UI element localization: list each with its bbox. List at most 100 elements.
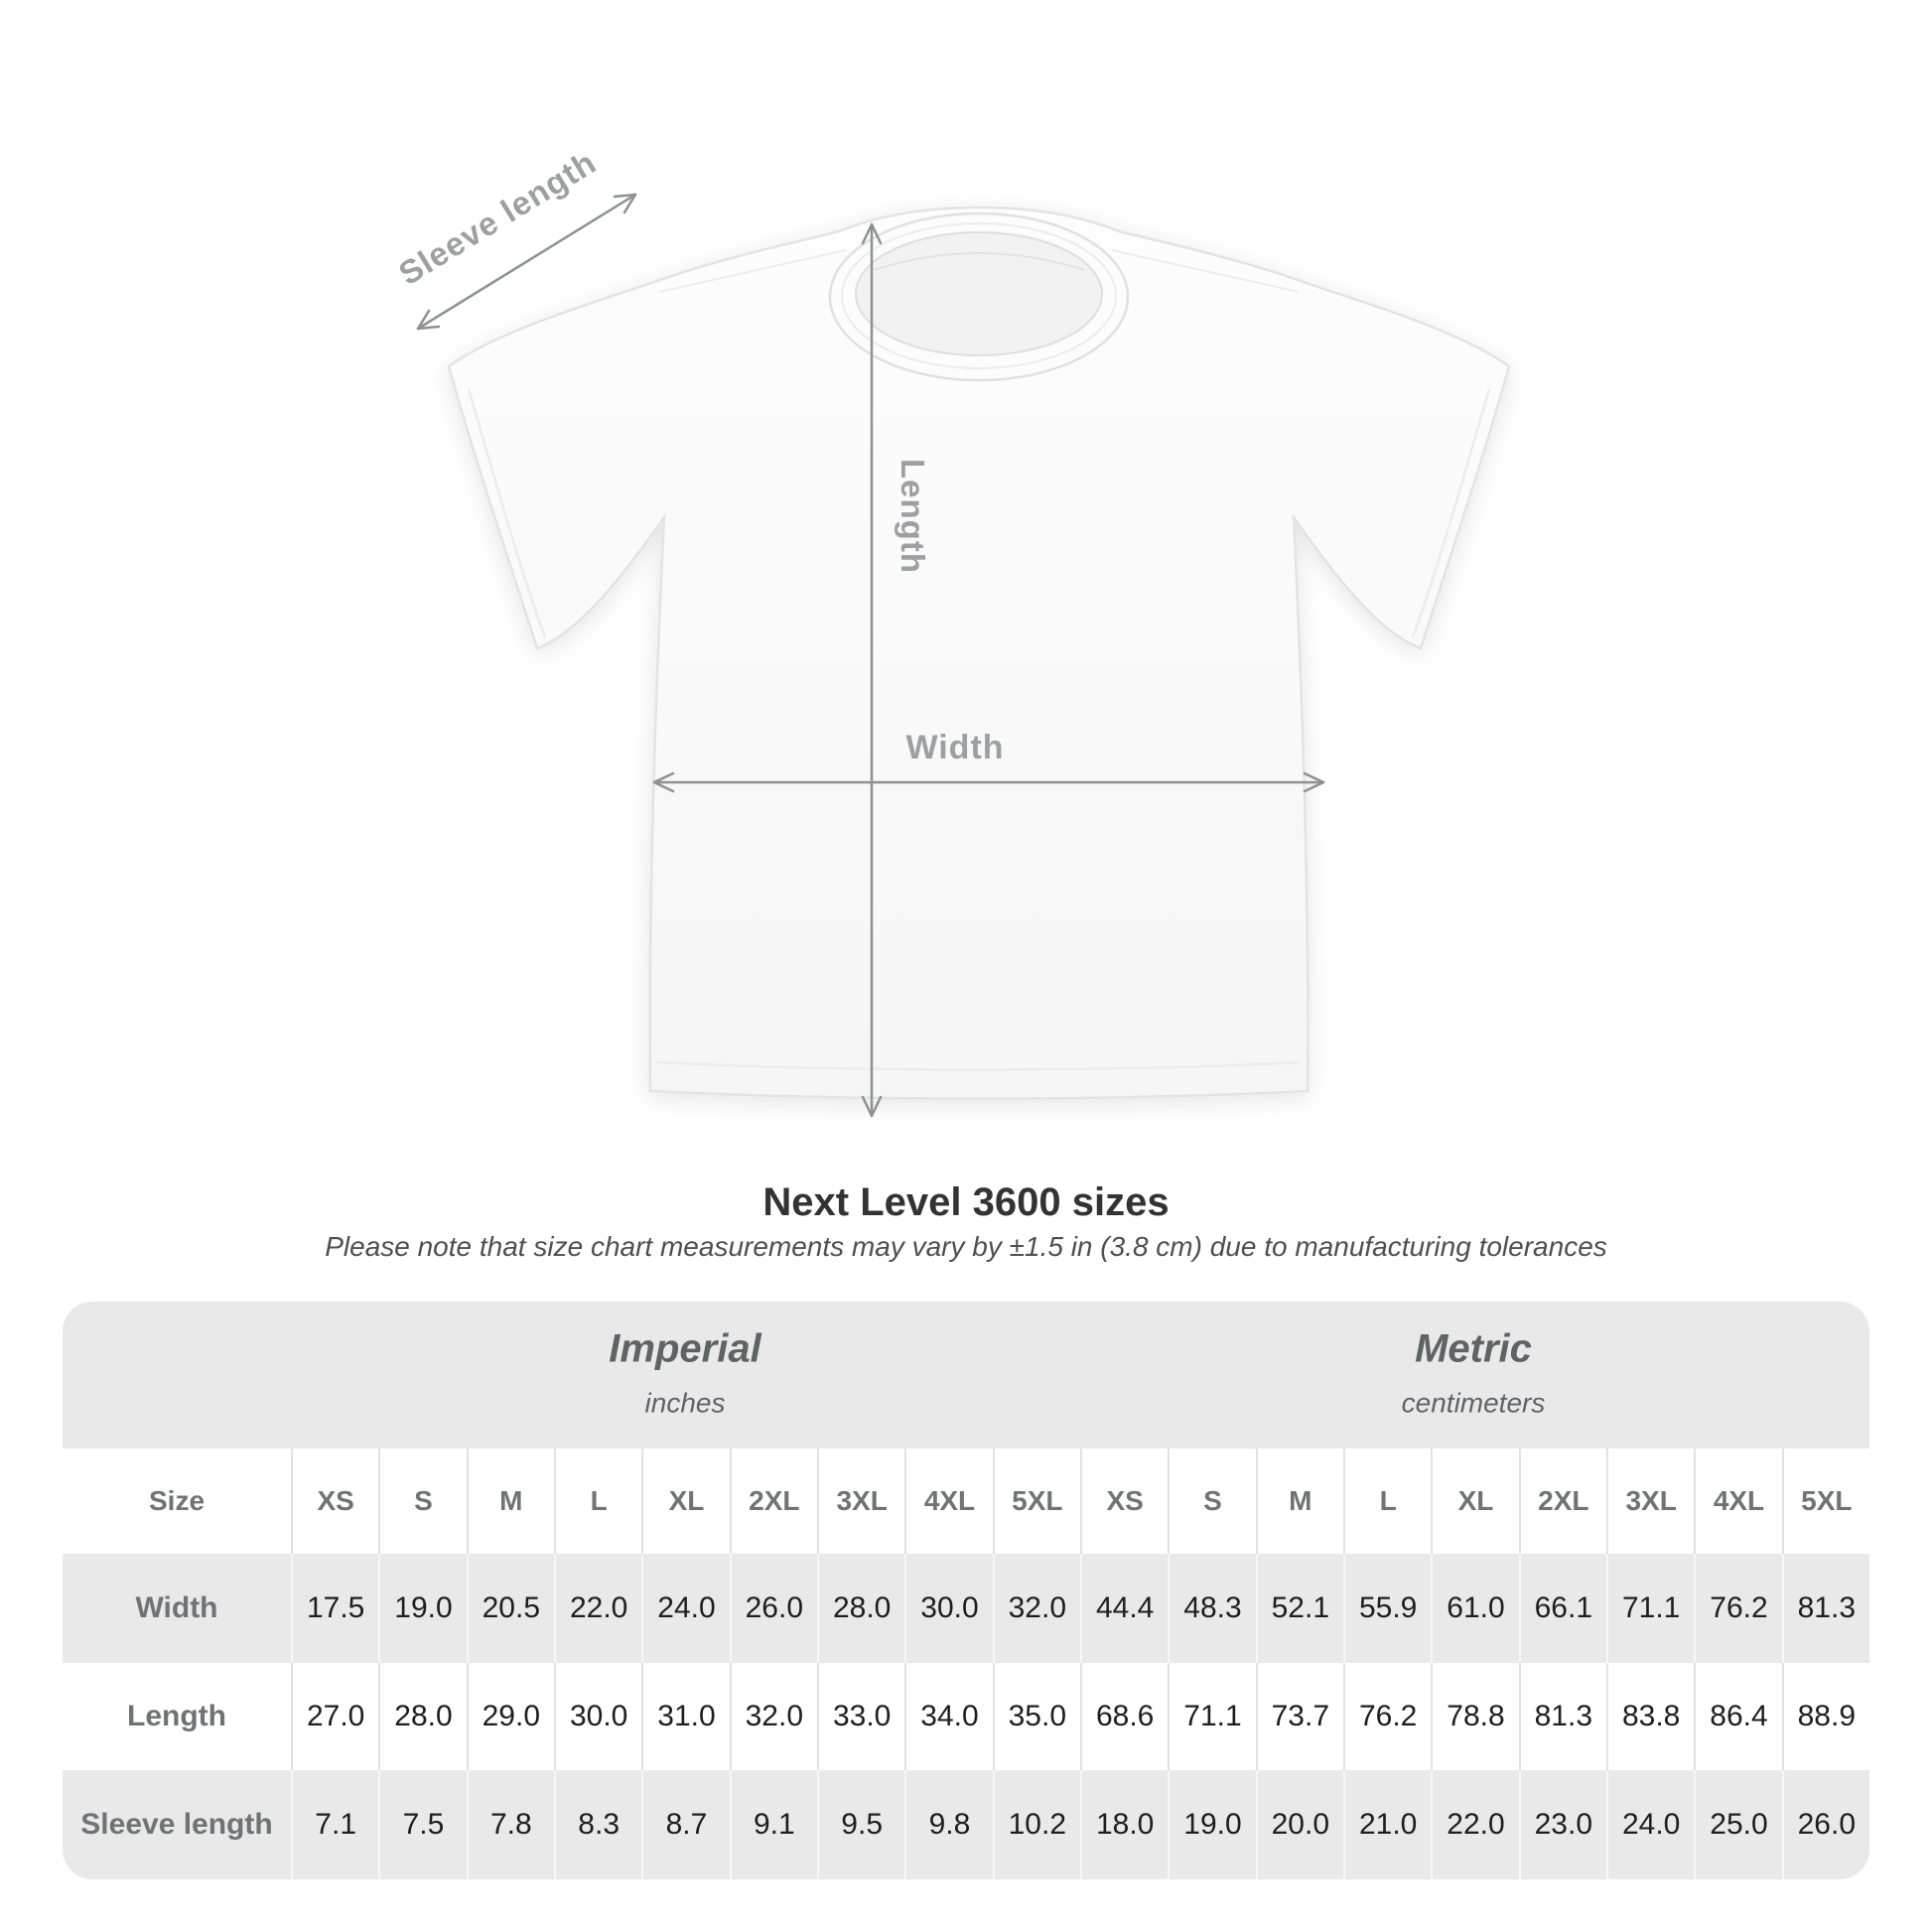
shoulder-seam-right	[1111, 249, 1300, 293]
length-row-label: Length	[63, 1663, 291, 1770]
sleeve-arrowhead-top	[613, 193, 637, 214]
table-cell: 17.5	[291, 1554, 379, 1663]
table-cell: 86.4	[1694, 1663, 1782, 1770]
collar-opening	[855, 231, 1103, 356]
tshirt-illustration	[447, 206, 1511, 1100]
table-cell: 61.0	[1431, 1554, 1519, 1663]
table-cell: 71.1	[1168, 1663, 1256, 1770]
size-header: XS	[1080, 1449, 1169, 1554]
table-cell: 7.8	[466, 1770, 554, 1879]
table-cell: 30.0	[904, 1554, 993, 1663]
table-cell: 20.5	[466, 1554, 554, 1663]
table-cell: 28.0	[817, 1554, 905, 1663]
table-cell: 26.0	[1781, 1770, 1869, 1879]
imperial-label: Imperial	[609, 1326, 761, 1371]
sleeve-length-label: Sleeve length	[392, 143, 603, 292]
width-row-label: Width	[63, 1554, 291, 1663]
size-row-header: Size	[63, 1449, 291, 1554]
table-cell: 73.7	[1255, 1663, 1343, 1770]
sleeve-hem-seam-right	[1411, 388, 1491, 638]
table-cell: 66.1	[1518, 1554, 1606, 1663]
imperial-unit-label: inches	[644, 1387, 726, 1419]
table-cell: 7.1	[291, 1770, 379, 1879]
size-header: 4XL	[904, 1449, 993, 1554]
size-header: L	[554, 1449, 642, 1554]
tshirt-measurement-diagram: Sleeve length Length Width	[392, 143, 1511, 1118]
width-arrowhead-right	[1303, 771, 1325, 793]
table-cell: 20.0	[1255, 1770, 1343, 1879]
sleeve-hem-seam-left	[467, 388, 547, 638]
table-cell: 22.0	[1431, 1770, 1519, 1879]
page-title: Next Level 3600 sizes	[762, 1180, 1170, 1224]
size-header: M	[1255, 1449, 1343, 1554]
table-cell: 22.0	[554, 1554, 642, 1663]
table-cell: 81.3	[1518, 1663, 1606, 1770]
table-cell: 26.0	[729, 1554, 817, 1663]
table-cell: 31.0	[641, 1663, 730, 1770]
size-header: 4XL	[1694, 1449, 1782, 1554]
size-table: Imperial inches Metric centimeters Size …	[63, 1302, 1869, 1879]
table-cell: 71.1	[1606, 1554, 1695, 1663]
sleeve-arrow	[416, 193, 637, 331]
unit-header-band: Imperial inches Metric centimeters	[63, 1302, 1869, 1449]
table-cell: 19.0	[1168, 1770, 1256, 1879]
size-header: 3XL	[817, 1449, 905, 1554]
metric-label: Metric	[1415, 1326, 1532, 1371]
table-cell: 9.5	[817, 1770, 905, 1879]
table-cell: 28.0	[378, 1663, 467, 1770]
table-cell: 33.0	[817, 1663, 905, 1770]
table-cell: 32.0	[992, 1554, 1080, 1663]
table-cell: 68.6	[1080, 1663, 1169, 1770]
table-cell: 19.0	[378, 1554, 467, 1663]
size-header: L	[1343, 1449, 1432, 1554]
length-label: Length	[895, 459, 931, 574]
size-header: M	[466, 1449, 554, 1554]
size-header: 2XL	[1518, 1449, 1606, 1554]
table-cell: 27.0	[291, 1663, 379, 1770]
table-cell: 21.0	[1343, 1770, 1432, 1879]
table-cell: 25.0	[1694, 1770, 1782, 1879]
size-header: XL	[641, 1449, 730, 1554]
collar-band	[841, 222, 1117, 369]
table-cell: 81.3	[1781, 1554, 1869, 1663]
size-header: 3XL	[1606, 1449, 1695, 1554]
table-cell: 83.8	[1606, 1663, 1695, 1770]
size-header: 5XL	[1781, 1449, 1869, 1554]
sleeve-length-row-label: Sleeve length	[63, 1770, 291, 1879]
table-cell: 24.0	[641, 1554, 730, 1663]
table-cell: 52.1	[1255, 1554, 1343, 1663]
table-cell: 9.1	[729, 1770, 817, 1879]
table-cell: 18.0	[1080, 1770, 1169, 1879]
table-cell: 76.2	[1343, 1663, 1432, 1770]
size-header: S	[1168, 1449, 1256, 1554]
width-label: Width	[905, 729, 1004, 766]
length-arrowhead-bottom	[861, 1095, 883, 1118]
table-cell: 35.0	[992, 1663, 1080, 1770]
table-cell: 88.9	[1781, 1663, 1869, 1770]
table-cell: 7.5	[378, 1770, 467, 1879]
tshirt-diagram-svg: Sleeve length Length Width	[392, 143, 1511, 1118]
size-header: XL	[1431, 1449, 1519, 1554]
size-header: XS	[291, 1449, 379, 1554]
dimension-arrows	[416, 193, 1325, 1118]
size-header: 5XL	[992, 1449, 1080, 1554]
back-neck-seam	[873, 252, 1085, 271]
table-cell: 44.4	[1080, 1554, 1169, 1663]
width-arrowhead-left	[652, 771, 675, 793]
table-cell: 55.9	[1343, 1554, 1432, 1663]
table-cell: 8.7	[641, 1770, 730, 1879]
tshirt-outline	[447, 206, 1511, 1100]
size-header: S	[378, 1449, 467, 1554]
table-cell: 24.0	[1606, 1770, 1695, 1879]
table-cell: 8.3	[554, 1770, 642, 1879]
imperial-group-header: Imperial inches	[609, 1327, 760, 1420]
table-cell: 34.0	[904, 1663, 993, 1770]
table-cell: 30.0	[554, 1663, 642, 1770]
length-arrowhead-top	[861, 222, 883, 245]
table-cell: 9.8	[904, 1770, 993, 1879]
table-cell: 29.0	[466, 1663, 554, 1770]
table-cell: 78.8	[1431, 1663, 1519, 1770]
table-cell: 10.2	[992, 1770, 1080, 1879]
size-header: 2XL	[729, 1449, 817, 1554]
